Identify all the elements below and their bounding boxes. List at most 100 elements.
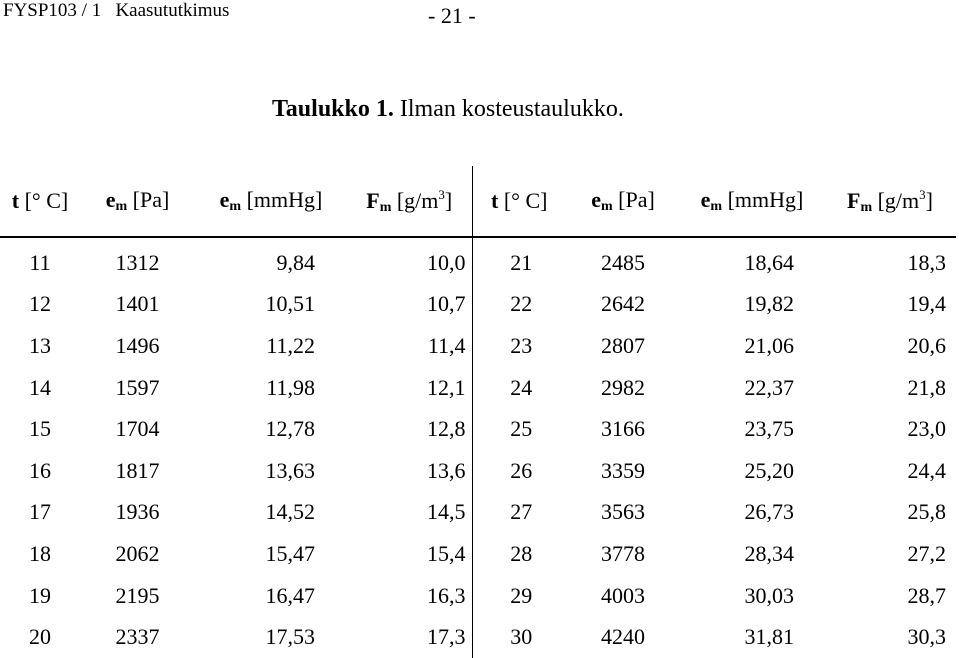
- cell-vapor-pressure-mmhg-2: 22,37: [744, 374, 795, 400]
- cell-vapor-pressure-mmhg: 15,47: [265, 540, 316, 566]
- cell-absolute-humidity-2: 24,4: [907, 457, 947, 483]
- cell-temperature-2: 24: [510, 374, 533, 400]
- cell-vapor-pressure-pa-2: 2807: [601, 332, 645, 358]
- cell-vapor-pressure-pa-2: 3563: [601, 499, 645, 525]
- cell-temperature: 12: [29, 291, 51, 317]
- cell-temperature-2: 22: [510, 291, 533, 317]
- cell-absolute-humidity-2: 28,7: [907, 582, 947, 608]
- cell-vapor-pressure-mmhg: 11,22: [266, 332, 315, 358]
- caption-text: Ilman kosteustaulukko.: [393, 96, 624, 122]
- cell-temperature-2: 25: [510, 416, 533, 442]
- cell-vapor-pressure-pa: 1401: [115, 291, 160, 317]
- cell-vapor-pressure-pa: 2337: [115, 624, 160, 650]
- header-vapor-pressure-mmhg: em [mmHg]: [195, 166, 347, 238]
- table-caption: Taulukko 1. Ilman kosteustaulukko.: [272, 95, 624, 123]
- cell-temperature: 17: [29, 499, 51, 525]
- cell-absolute-humidity-2: 23,0: [907, 416, 947, 442]
- cell-vapor-pressure-mmhg: 13,63: [265, 457, 316, 483]
- cell-vapor-pressure-pa: 1312: [115, 249, 160, 275]
- cell-vapor-pressure-mmhg: 14,52: [265, 499, 316, 525]
- header-temperature: t [° C]: [0, 166, 80, 238]
- table-row: 13 1496 11,22 11,4 23 2807 21,06 20,6: [0, 325, 956, 367]
- cell-absolute-humidity: 13,6: [347, 449, 473, 492]
- cell-temperature: 15: [29, 416, 51, 442]
- cell-vapor-pressure-pa-2: 3778: [601, 540, 645, 566]
- header-vapor-pressure-pa: em [Pa]: [80, 166, 195, 238]
- cell-vapor-pressure-pa-2: 2642: [601, 291, 645, 317]
- cell-absolute-humidity: 12,1: [347, 366, 473, 409]
- cell-vapor-pressure-mmhg-2: 26,73: [744, 499, 795, 525]
- table-row: 20 2337 17,53 17,3 30 4240 31,81 30,3: [0, 616, 956, 658]
- cell-absolute-humidity-2: 18,3: [907, 249, 947, 275]
- cell-absolute-humidity: 11,4: [347, 325, 473, 367]
- cell-vapor-pressure-mmhg-2: 25,20: [744, 457, 795, 483]
- table-row: 19 2195 16,47 16,3 29 4003 30,03 28,7: [0, 574, 956, 617]
- cell-temperature-2: 29: [510, 582, 533, 608]
- cell-absolute-humidity: 16,3: [347, 574, 473, 617]
- table-row: 17 1936 14,52 14,5 27 3563 26,73 25,8: [0, 491, 956, 534]
- cell-vapor-pressure-mmhg: 12,78: [265, 416, 316, 442]
- cell-absolute-humidity: 10,7: [347, 283, 473, 326]
- cell-vapor-pressure-pa: 2062: [115, 540, 160, 566]
- cell-absolute-humidity-2: 27,2: [907, 540, 947, 566]
- humidity-table-container: t [° C] em [Pa] em [mmHg] Fm [g/m3] t [°…: [0, 166, 959, 658]
- header-absolute-humidity-2: Fm [g/m3]: [824, 166, 956, 238]
- cell-absolute-humidity-2: 25,8: [907, 499, 947, 525]
- cell-vapor-pressure-mmhg-2: 23,75: [744, 416, 795, 442]
- cell-temperature: 18: [29, 540, 51, 566]
- cell-temperature-2: 23: [510, 332, 533, 358]
- cell-vapor-pressure-pa: 1817: [115, 457, 160, 483]
- cell-vapor-pressure-mmhg-2: 30,03: [744, 582, 795, 608]
- cell-vapor-pressure-mmhg: 11,98: [266, 374, 315, 400]
- table-body: 11 1312 9,84 10,0 21 2485 18,64 18,3 12 1401 10,51…: [0, 237, 956, 658]
- cell-vapor-pressure-pa-2: 4003: [601, 582, 645, 608]
- cell-vapor-pressure-pa-2: 3359: [601, 457, 645, 483]
- cell-absolute-humidity: 15,4: [347, 533, 473, 575]
- cell-temperature-2: 21: [510, 249, 533, 275]
- table-row: 14 1597 11,98 12,1 24 2982 22,37 21,8: [0, 366, 956, 409]
- cell-temperature: 19: [29, 582, 51, 608]
- cell-vapor-pressure-pa: 2195: [115, 582, 160, 608]
- cell-vapor-pressure-mmhg: 10,51: [265, 291, 316, 317]
- cell-temperature-2: 30: [510, 624, 533, 650]
- table-row: 15 1704 12,78 12,8 25 3166 23,75 23,0: [0, 408, 956, 450]
- cell-vapor-pressure-pa: 1496: [115, 332, 160, 358]
- cell-vapor-pressure-mmhg-2: 18,64: [744, 249, 795, 275]
- header-vapor-pressure-pa-2: em [Pa]: [566, 166, 680, 238]
- cell-vapor-pressure-pa-2: 4240: [601, 624, 645, 650]
- cell-vapor-pressure-mmhg-2: 28,34: [744, 540, 795, 566]
- cell-temperature-2: 26: [510, 457, 533, 483]
- cell-vapor-pressure-pa: 1704: [115, 416, 160, 442]
- cell-absolute-humidity: 10,0: [347, 237, 473, 284]
- cell-vapor-pressure-pa-2: 2485: [601, 249, 645, 275]
- cell-vapor-pressure-pa-2: 3166: [601, 416, 645, 442]
- humidity-table: t [° C] em [Pa] em [mmHg] Fm [g/m3] t [°…: [0, 166, 956, 658]
- table-header-row: t [° C] em [Pa] em [mmHg] Fm [g/m3] t [°…: [0, 166, 956, 238]
- table-row: 12 1401 10,51 10,7 22 2642 19,82 19,4: [0, 283, 956, 326]
- cell-vapor-pressure-mmhg: 9,84: [276, 249, 316, 275]
- cell-vapor-pressure-mmhg-2: 21,06: [744, 332, 795, 358]
- cell-vapor-pressure-mmhg: 17,53: [265, 624, 316, 650]
- cell-temperature-2: 27: [510, 499, 533, 525]
- cell-absolute-humidity: 12,8: [347, 408, 473, 450]
- cell-absolute-humidity-2: 30,3: [907, 624, 947, 650]
- cell-temperature: 16: [29, 457, 51, 483]
- header-vapor-pressure-mmhg-2: em [mmHg]: [680, 166, 824, 238]
- cell-vapor-pressure-pa: 1597: [115, 374, 160, 400]
- header-temperature-2: t [° C]: [472, 166, 566, 238]
- page-number: - 21 -: [428, 3, 476, 28]
- cell-vapor-pressure-pa: 1936: [115, 499, 160, 525]
- table-row: 16 1817 13,63 13,6 26 3359 25,20 24,4: [0, 449, 956, 492]
- cell-vapor-pressure-mmhg-2: 19,82: [744, 291, 795, 317]
- cell-vapor-pressure-pa-2: 2982: [601, 374, 645, 400]
- table-row: 18 2062 15,47 15,4 28 3778 28,34 27,2: [0, 533, 956, 575]
- cell-absolute-humidity-2: 19,4: [907, 291, 947, 317]
- cell-absolute-humidity-2: 20,6: [907, 332, 947, 358]
- cell-vapor-pressure-mmhg-2: 31,81: [744, 624, 795, 650]
- cell-absolute-humidity: 17,3: [347, 616, 473, 658]
- cell-vapor-pressure-mmhg: 16,47: [265, 582, 316, 608]
- cell-absolute-humidity: 14,5: [347, 491, 473, 534]
- cell-absolute-humidity-2: 21,8: [907, 374, 947, 400]
- cell-temperature: 13: [29, 332, 51, 358]
- header-absolute-humidity: Fm [g/m3]: [347, 166, 473, 238]
